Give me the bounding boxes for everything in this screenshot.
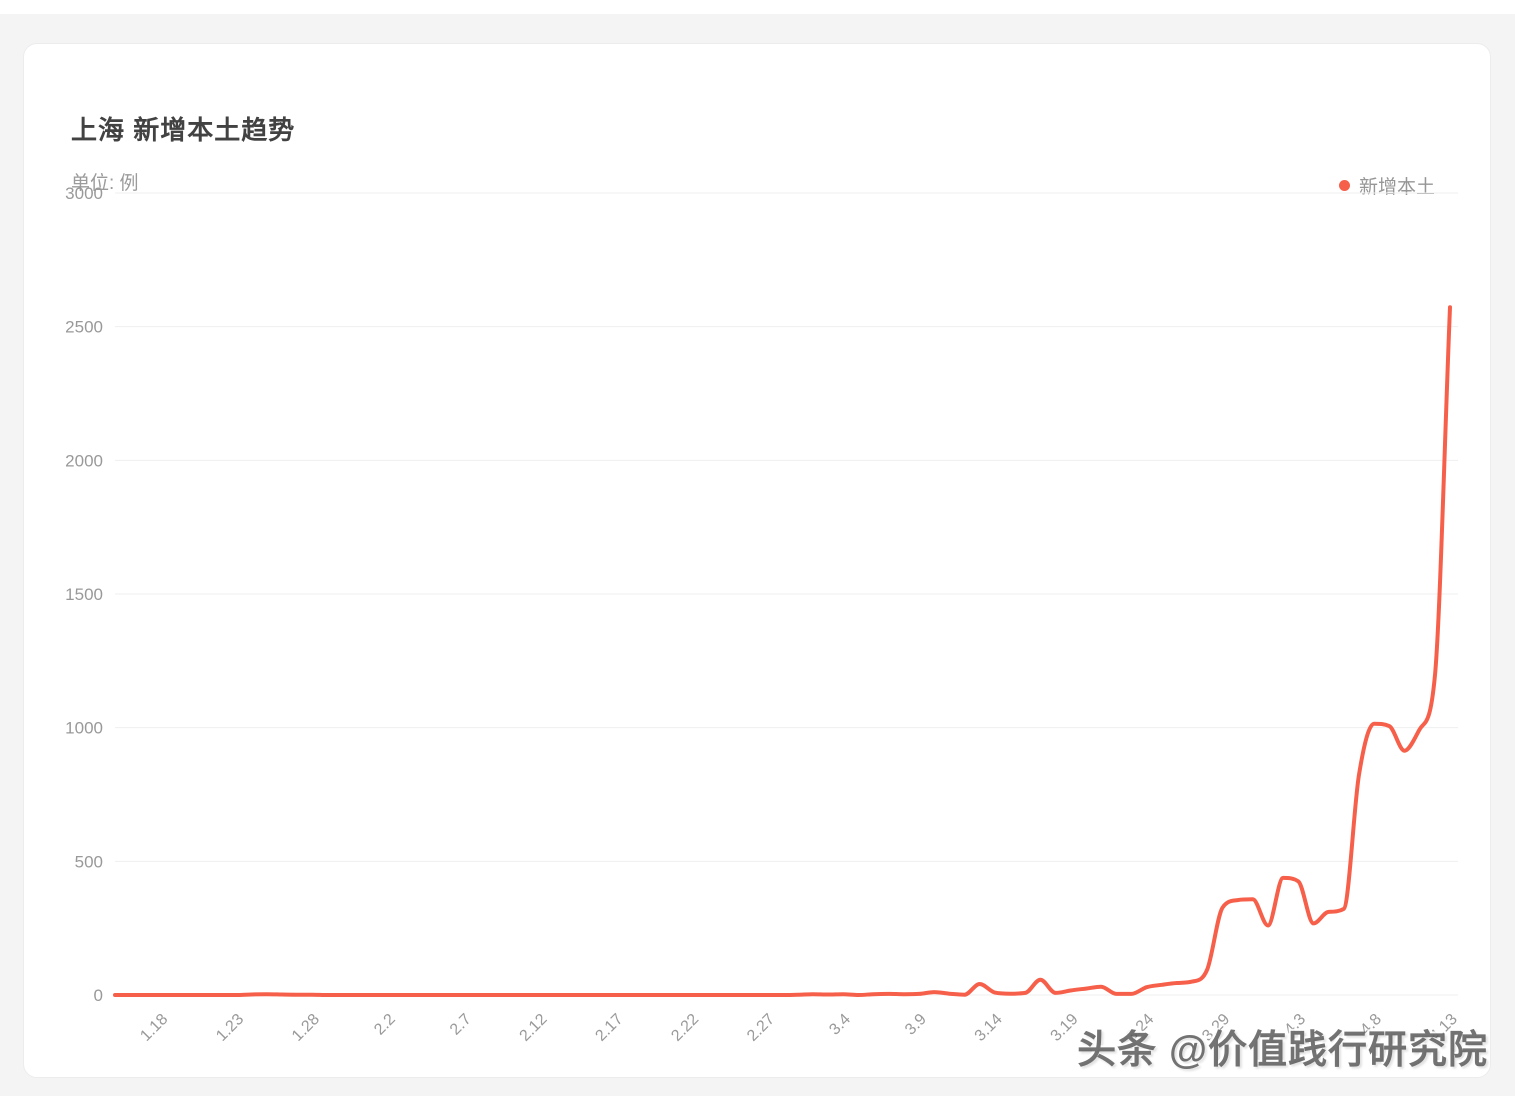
chart-title: 上海 新增本土趋势 (71, 115, 296, 145)
chart-card: 上海 新增本土趋势 单位: 例 新增本土 (23, 43, 1491, 1078)
legend-dot-icon (1338, 180, 1350, 191)
unit-label: 单位: 例 (71, 173, 139, 194)
watermark: 头条 @价值践行研究院 (1077, 1029, 1488, 1072)
legend-label: 新增本土 (1358, 177, 1435, 198)
legend: 新增本土 (1338, 172, 1435, 199)
